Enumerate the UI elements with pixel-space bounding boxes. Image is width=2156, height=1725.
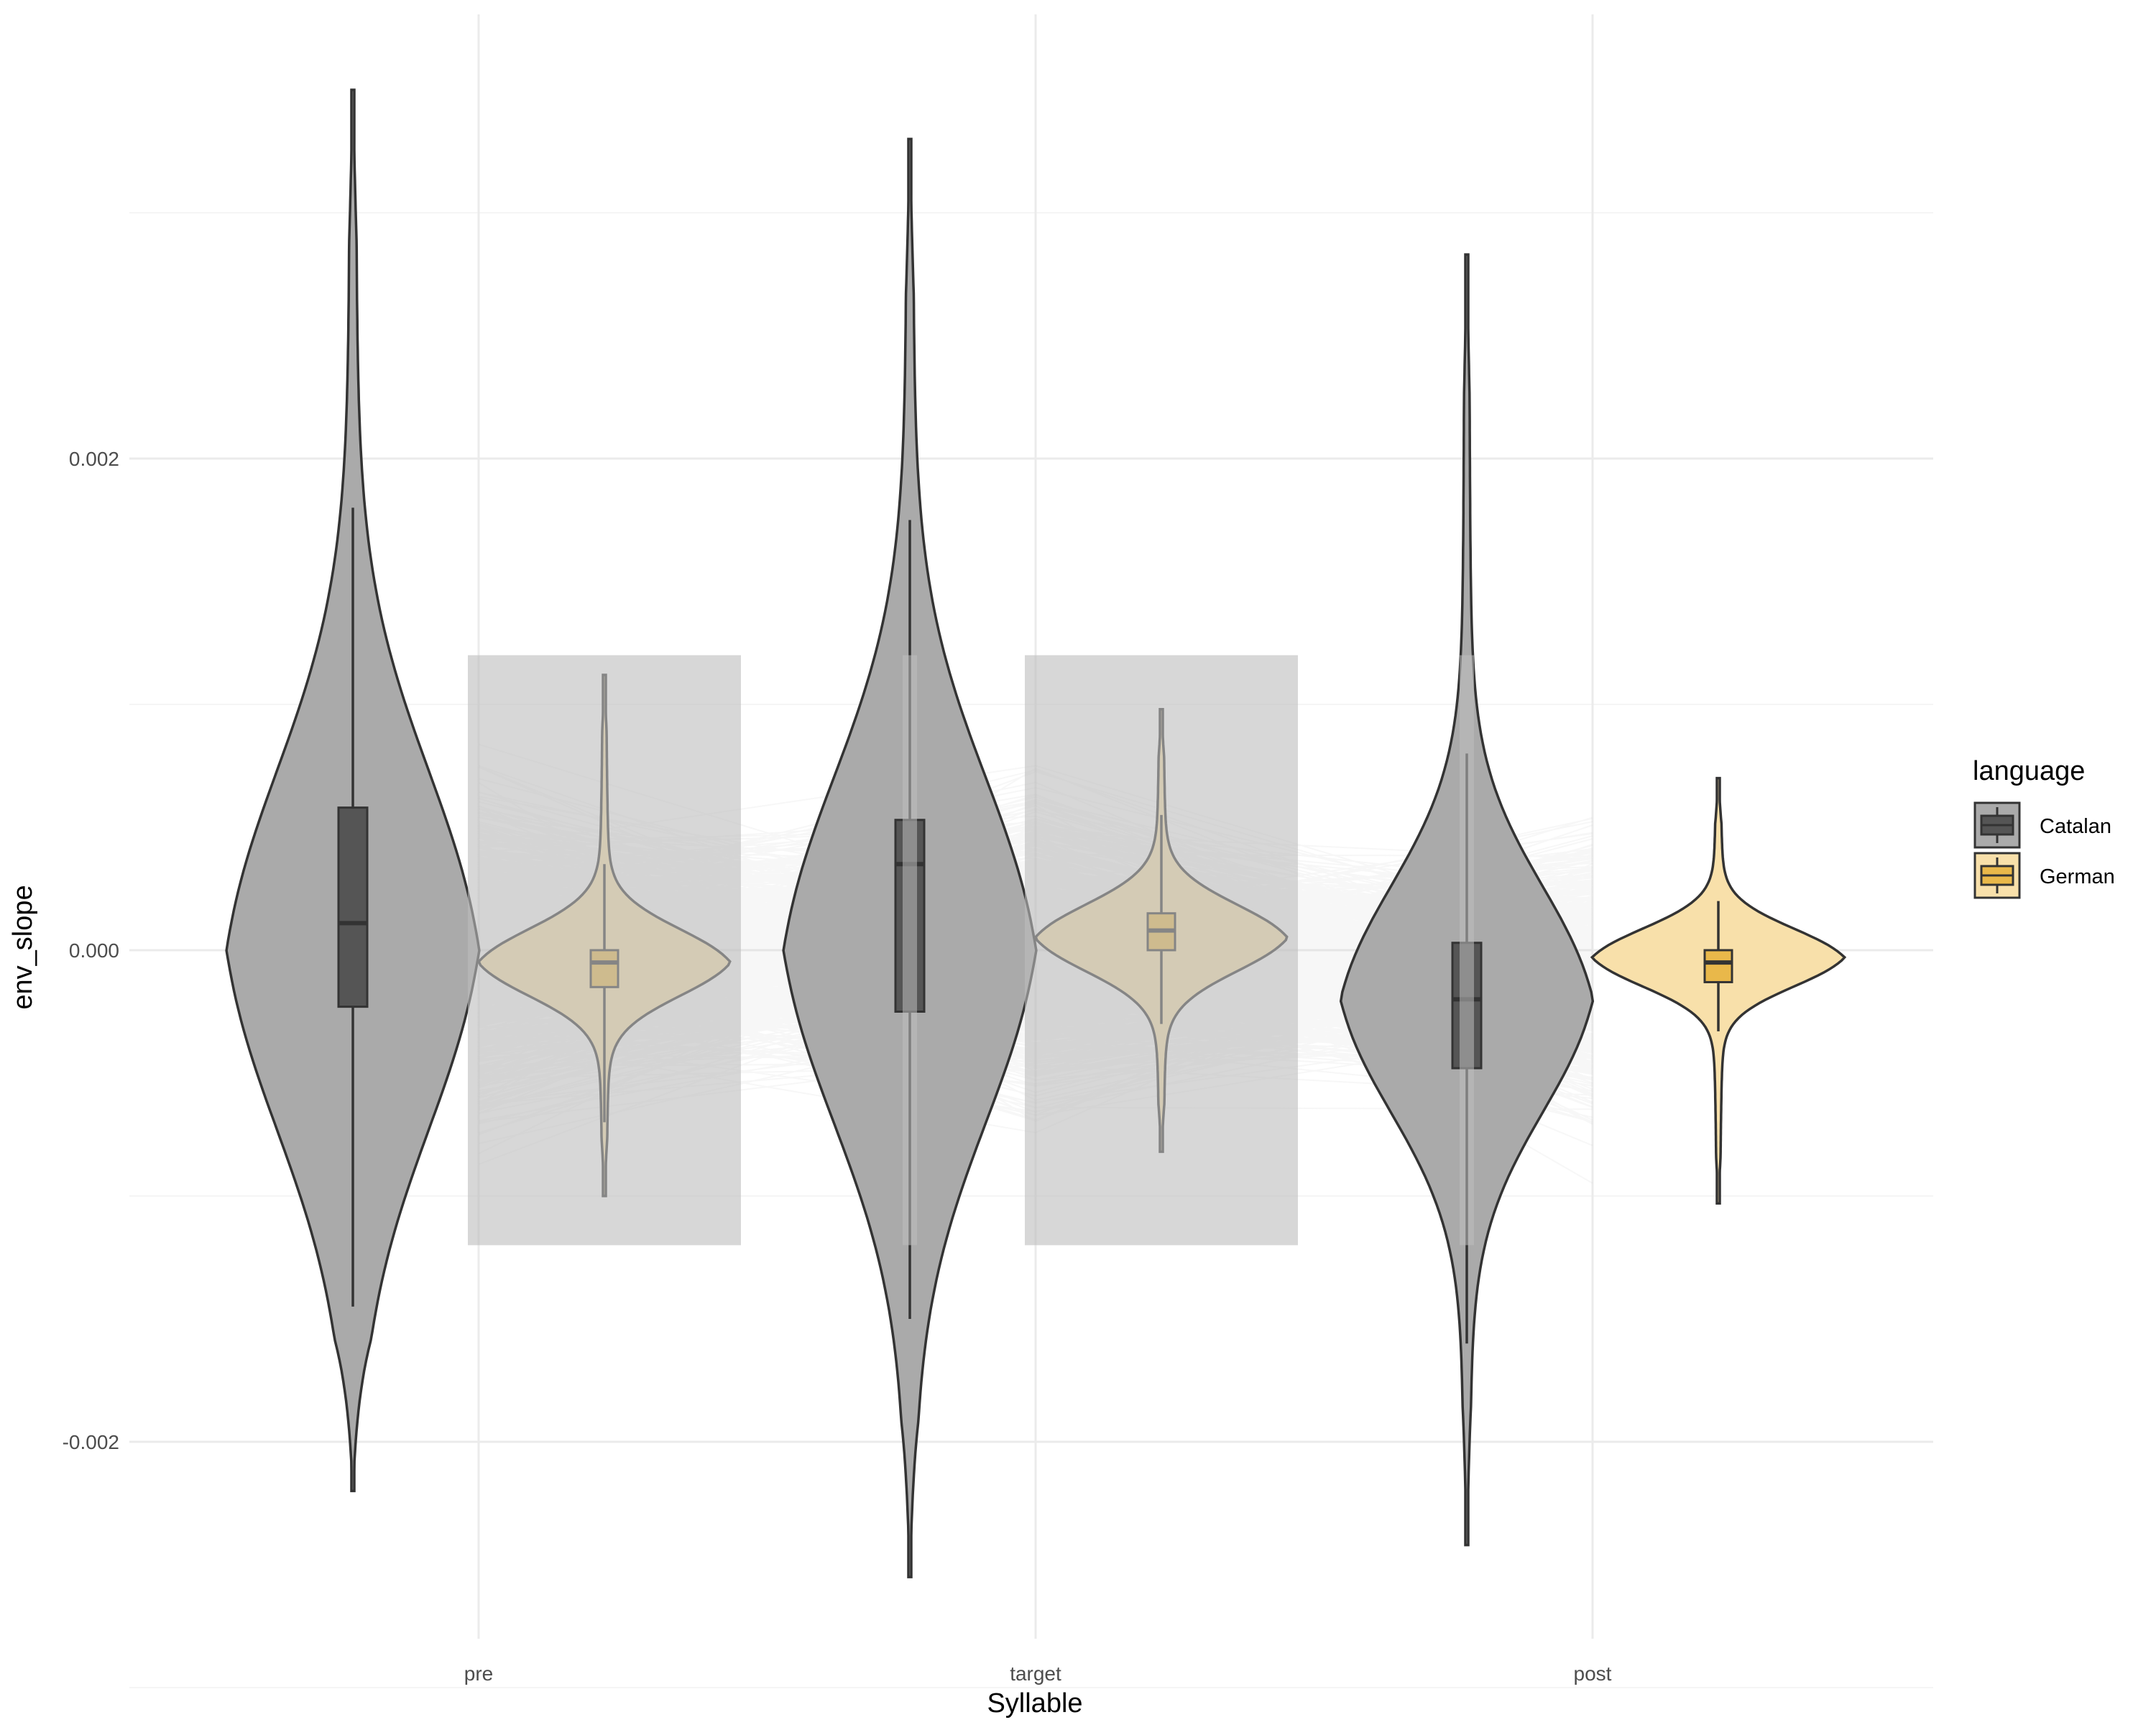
violins <box>225 88 1847 1578</box>
legend-keys: Catalan German <box>1973 801 2115 899</box>
box-iqr <box>337 806 369 1008</box>
legend-label: Catalan <box>2040 815 2111 838</box>
y-tick-label: 0.000 <box>69 939 119 962</box>
legend-label: German <box>2040 865 2115 888</box>
y-tick-label: -0.002 <box>63 1431 119 1453</box>
y-tick-label: 0.002 <box>69 448 119 470</box>
x-tick-label: post <box>1574 1662 1612 1685</box>
line-overlay-veil <box>468 655 741 1246</box>
violin-german-post <box>1590 776 1847 1205</box>
legend-key-catalan: Catalan <box>1973 801 2111 849</box>
legend-title: language <box>1973 756 2085 786</box>
legend-key-german: German <box>1973 852 2115 899</box>
line-overlay-veil <box>1025 655 1298 1246</box>
box-iqr <box>1703 949 1733 983</box>
y-axis-title: env_slope <box>8 885 38 1009</box>
x-axis-title: Syllable <box>987 1688 1082 1719</box>
violin-catalan-pre <box>225 88 481 1493</box>
line-overlay-veil <box>1460 655 1474 1246</box>
line-overlay-veil <box>903 655 917 1246</box>
x-tick-label: pre <box>464 1662 493 1685</box>
legend: language Catalan German <box>1973 756 2115 899</box>
axes: -0.002 0.000 0.002 pre target post <box>63 448 1612 1685</box>
x-tick-label: target <box>1010 1662 1061 1685</box>
